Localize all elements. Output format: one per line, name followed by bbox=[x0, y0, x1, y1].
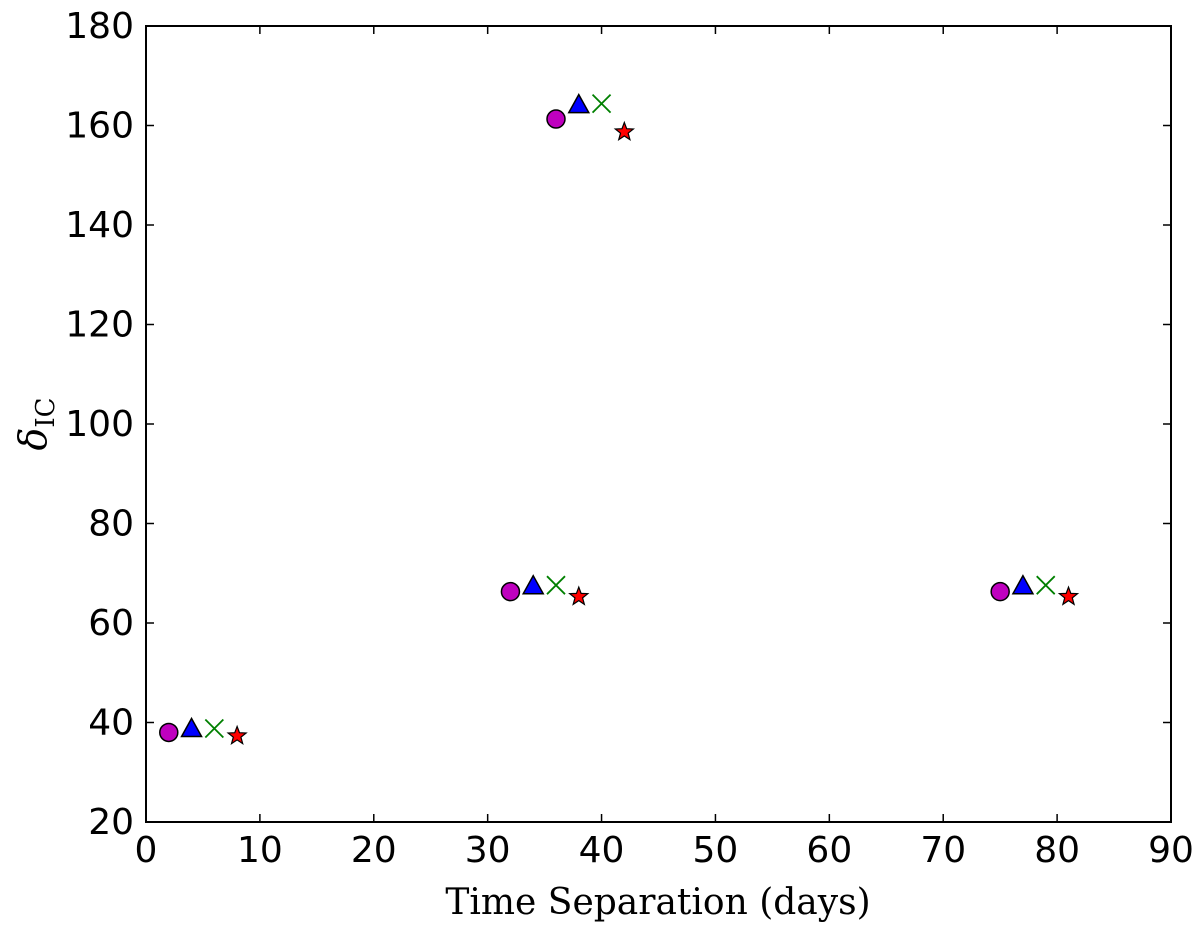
triangle-point bbox=[567, 93, 591, 114]
y-tick-label: 180 bbox=[65, 6, 134, 47]
x-tick-label: 60 bbox=[806, 830, 852, 871]
svg-text:δIC: δIC bbox=[11, 397, 61, 450]
star-point bbox=[226, 724, 248, 746]
x-point bbox=[591, 93, 612, 114]
y-tick-label: 40 bbox=[88, 703, 134, 744]
x-point bbox=[204, 718, 224, 739]
x-tick-label: 40 bbox=[579, 830, 625, 871]
y-tick-label: 60 bbox=[88, 603, 134, 644]
x-tick-label: 80 bbox=[1034, 830, 1080, 871]
x-tick-label: 30 bbox=[465, 830, 511, 871]
y-tick-label: 120 bbox=[65, 305, 134, 346]
x-point bbox=[546, 575, 566, 595]
star-point bbox=[1057, 585, 1080, 606]
y-axis-label-subscript: IC bbox=[31, 397, 61, 427]
x-tick-label: 10 bbox=[237, 830, 283, 871]
triangle-point bbox=[1011, 574, 1035, 595]
circle-point bbox=[990, 581, 1010, 602]
x-tick-label: 50 bbox=[693, 830, 739, 871]
y-tick-label: 140 bbox=[65, 205, 134, 246]
triangle-point bbox=[521, 574, 545, 595]
y-axis-label: δIC bbox=[11, 397, 61, 450]
tick-labels: 0 10 20 30 40 50 60 70 80 90 20 40 60 80 100 120 140 160 1… bbox=[65, 6, 1194, 871]
y-tick-label: 20 bbox=[88, 802, 134, 843]
x-point bbox=[1036, 575, 1056, 595]
x-axis-label: Time Separation (days) bbox=[445, 882, 870, 923]
x-tick-label: 20 bbox=[351, 830, 397, 871]
triangle-point bbox=[180, 716, 203, 738]
data-points bbox=[159, 93, 1080, 746]
circle-point bbox=[500, 581, 521, 602]
y-axis-label-main: δ bbox=[11, 428, 55, 451]
x-tick-label: 0 bbox=[135, 830, 158, 871]
plot-area bbox=[145, 25, 1172, 823]
x-tick-label: 90 bbox=[1148, 830, 1194, 871]
star-point bbox=[613, 120, 635, 142]
y-tick-label: 100 bbox=[65, 404, 134, 445]
star-point bbox=[568, 585, 590, 606]
circle-point bbox=[159, 722, 179, 743]
y-tick-label: 160 bbox=[65, 106, 134, 147]
axis-ticks bbox=[145, 25, 1172, 823]
circle-point bbox=[546, 109, 566, 129]
y-tick-label: 80 bbox=[88, 504, 134, 545]
x-tick-label: 70 bbox=[920, 830, 966, 871]
